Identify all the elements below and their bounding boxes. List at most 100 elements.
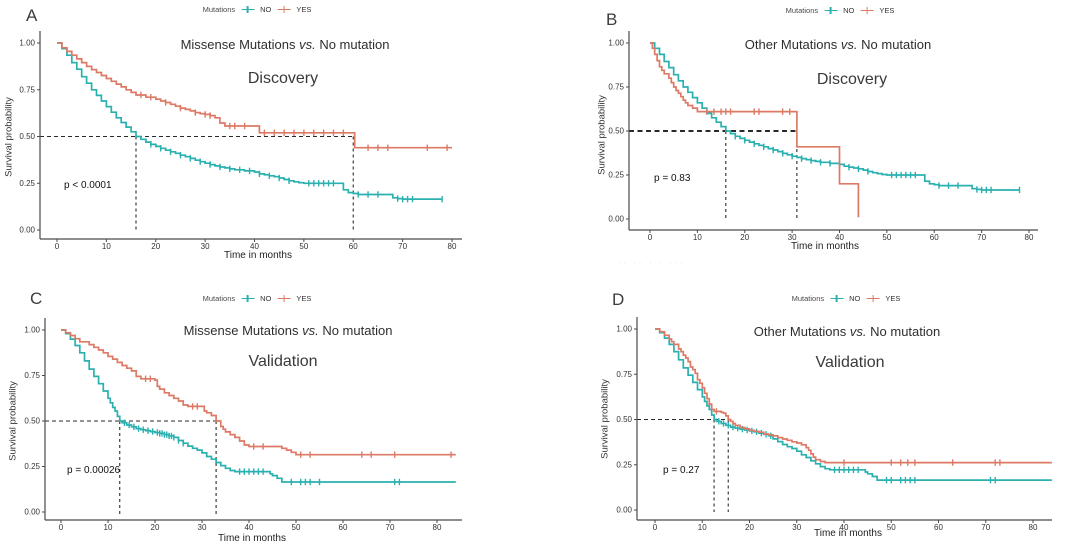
svg-text:40: 40 <box>245 523 254 532</box>
svg-text:80: 80 <box>433 523 442 532</box>
panel-letter: B <box>606 10 618 29</box>
svg-text:0: 0 <box>59 523 64 532</box>
svg-text:60: 60 <box>934 523 943 532</box>
legend: Mutations NO YES <box>203 294 312 303</box>
svg-text:0.50: 0.50 <box>19 132 35 141</box>
svg-text:70: 70 <box>981 523 990 532</box>
km-panel-d-validation-other: 0 10 20 30 40 50 60 70 80 1.00 0.75 0.50 0.25 0.00 D … <box>540 277 1080 554</box>
svg-text:0.25: 0.25 <box>19 179 35 188</box>
km-plot-svg-a: 0 10 20 30 40 50 60 70 80 1.00 0.75 0.50 0.25 0.00 <box>19 31 462 251</box>
svg-text:1.00: 1.00 <box>608 39 624 48</box>
legend: Mutations NO YES <box>786 6 895 15</box>
panel-subtitle: Discovery <box>247 70 319 87</box>
legend-key-no-icon <box>241 5 255 14</box>
svg-text:0: 0 <box>648 233 653 242</box>
p-value: p < 0.0001 <box>64 180 112 191</box>
svg-text:10: 10 <box>102 242 111 251</box>
svg-text:40: 40 <box>250 242 259 251</box>
svg-text:40: 40 <box>840 523 849 532</box>
svg-text:0.00: 0.00 <box>24 508 40 517</box>
legend-label-no: NO <box>260 294 272 303</box>
svg-text:1.00: 1.00 <box>19 39 35 48</box>
svg-text:60: 60 <box>349 242 358 251</box>
svg-text:40: 40 <box>835 233 844 242</box>
panel-subtitle: Validation <box>248 353 318 370</box>
svg-text:0.50: 0.50 <box>616 415 632 424</box>
legend-key-yes-icon <box>277 294 291 303</box>
svg-text:0.75: 0.75 <box>616 370 632 379</box>
km-panel-b-discovery-other: 0 10 20 30 40 50 60 70 80 1.00 0.75 0.50 0.25 0.00 B … <box>540 0 1080 277</box>
legend: Mutations NO YES <box>203 5 312 14</box>
y-axis-label: Survival probability <box>3 97 15 177</box>
legend-title: Mutations <box>202 294 236 303</box>
legend: Mutations NO YES <box>792 294 901 303</box>
legend-key-no-icon <box>824 6 838 15</box>
svg-text:1.00: 1.00 <box>24 326 40 335</box>
x-axis-label: Time in months <box>224 250 292 261</box>
svg-text:80: 80 <box>1029 523 1038 532</box>
svg-text:10: 10 <box>698 523 707 532</box>
km-plot-svg-b: 0 10 20 30 40 50 60 70 80 1.00 0.75 0.50 0.25 0.00 <box>608 31 1038 242</box>
panel-subtitle: Validation <box>815 354 885 371</box>
x-axis-label: Time in months <box>814 528 882 539</box>
svg-text:20: 20 <box>740 233 749 242</box>
svg-text:20: 20 <box>745 523 754 532</box>
svg-text:0.00: 0.00 <box>616 506 632 515</box>
legend-label-no: NO <box>260 5 272 14</box>
svg-text:60: 60 <box>930 233 939 242</box>
y-axis-label: Survival probability <box>7 381 19 461</box>
panel-title: Missense Mutations vs. No mutation <box>183 323 393 338</box>
x-axis-label: Time in months <box>791 241 859 252</box>
svg-text:0.00: 0.00 <box>608 215 624 224</box>
svg-text:0.75: 0.75 <box>608 83 624 92</box>
svg-text:70: 70 <box>398 242 407 251</box>
svg-text:50: 50 <box>887 523 896 532</box>
svg-text:60: 60 <box>339 523 348 532</box>
legend-label-yes: YES <box>296 5 312 14</box>
panel-letter: A <box>26 6 38 25</box>
panel-subtitle: Discovery <box>816 71 888 88</box>
legend-key-yes-icon <box>860 6 874 15</box>
legend-key-yes-icon <box>277 5 291 14</box>
p-value: p = 0.83 <box>654 173 691 184</box>
panel-title: Other Mutations vs. No mutation <box>753 324 941 339</box>
y-axis-label: Survival probability <box>599 379 611 459</box>
svg-text:0.00: 0.00 <box>19 226 35 235</box>
panel-title: Missense Mutations vs. No mutation <box>180 37 390 52</box>
x-axis-label: Time in months <box>218 533 286 544</box>
svg-text:0.25: 0.25 <box>608 171 624 180</box>
legend-title: Mutations <box>791 294 825 303</box>
svg-text:30: 30 <box>201 242 210 251</box>
svg-text:20: 20 <box>151 242 160 251</box>
km-panel-c-validation-missense: 0 10 20 30 40 50 60 70 80 1.00 0.75 0.50 0.25 0.00 C … <box>0 277 540 554</box>
svg-text:70: 70 <box>977 233 986 242</box>
svg-text:0.50: 0.50 <box>24 417 40 426</box>
legend-key-no-icon <box>830 294 844 303</box>
svg-text:0.75: 0.75 <box>19 85 35 94</box>
panel-letter: C <box>30 289 43 308</box>
svg-text:80: 80 <box>1025 233 1034 242</box>
svg-text:50: 50 <box>299 242 308 251</box>
legend-label-yes: YES <box>879 6 895 15</box>
svg-text:0.25: 0.25 <box>24 462 40 471</box>
svg-text:30: 30 <box>788 233 797 242</box>
svg-text:70: 70 <box>386 523 395 532</box>
y-axis-label: Survival probability <box>596 95 608 175</box>
svg-text:10: 10 <box>693 233 702 242</box>
legend-key-yes-icon <box>866 294 880 303</box>
svg-text:10: 10 <box>104 523 113 532</box>
svg-text:20: 20 <box>151 523 160 532</box>
legend-label-yes: YES <box>296 294 312 303</box>
legend-label-no: NO <box>849 294 861 303</box>
svg-text:80: 80 <box>448 242 457 251</box>
svg-text:50: 50 <box>292 523 301 532</box>
svg-text:0: 0 <box>653 523 658 532</box>
cropped-text-artifact: ·· ·· · · ··· <box>618 260 686 267</box>
svg-text:0.50: 0.50 <box>608 127 624 136</box>
svg-text:0.75: 0.75 <box>24 371 40 380</box>
p-value: p = 0.27 <box>663 465 700 476</box>
km-plot-svg-d: 0 10 20 30 40 50 60 70 80 1.00 0.75 0.50 0.25 0.00 <box>616 317 1052 532</box>
legend-label-yes: YES <box>885 294 901 303</box>
panel-letter: D <box>612 290 625 309</box>
svg-text:1.00: 1.00 <box>616 325 632 334</box>
